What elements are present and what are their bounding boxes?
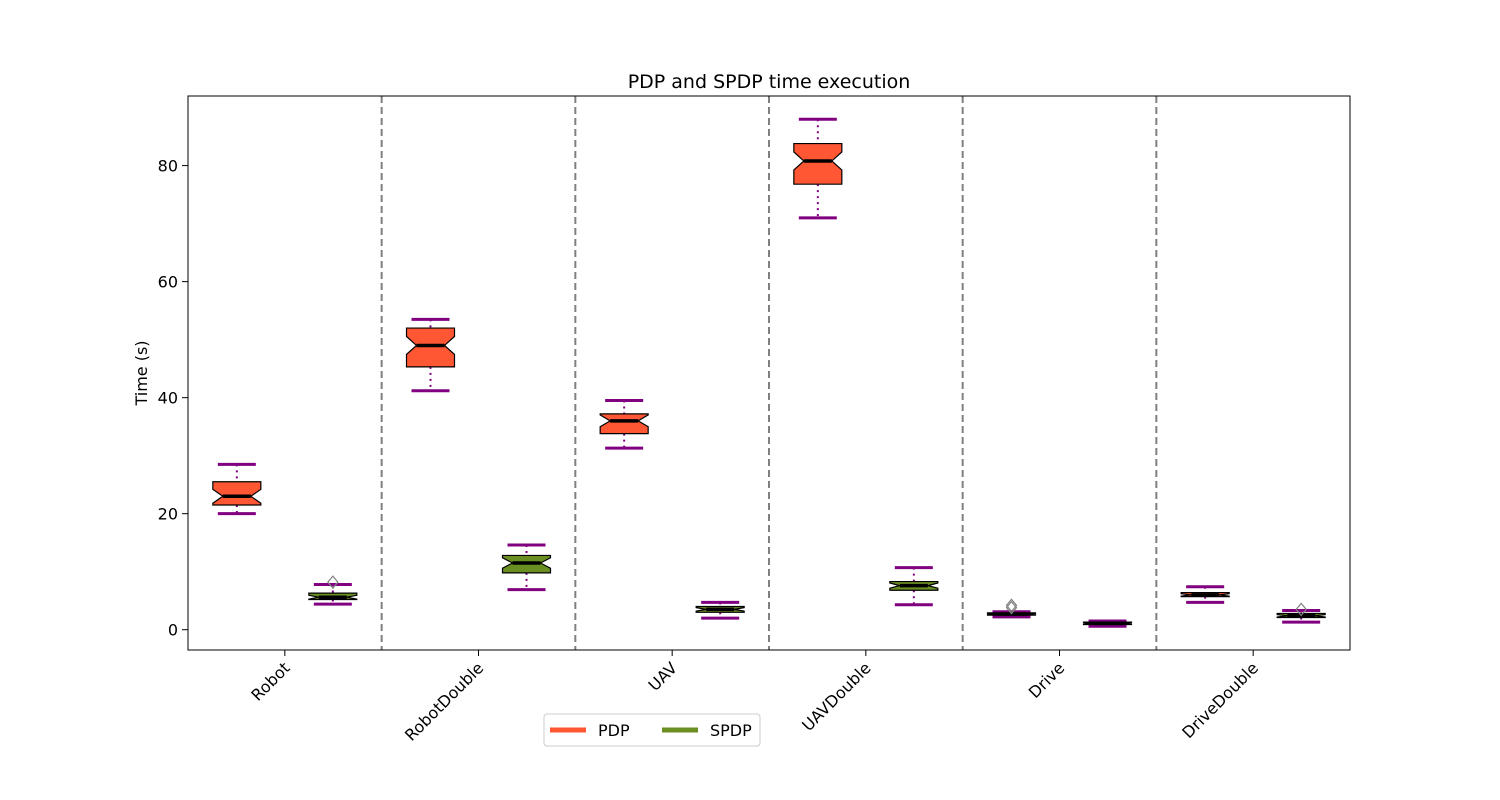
y-tick-label: 40 (158, 389, 178, 408)
x-tick-label: DriveDouble (1178, 658, 1262, 742)
chart-title: PDP and SPDP time execution (628, 71, 911, 93)
y-tick-label: 80 (158, 157, 178, 176)
box-body (793, 142, 843, 185)
x-tick-label: Drive (1025, 658, 1069, 702)
box-body (599, 413, 649, 435)
x-tick-label: UAV (645, 658, 682, 695)
legend-frame (543, 713, 761, 747)
legend-label-pdp: PDP (598, 721, 630, 740)
box-spdp-drivedouble (1276, 602, 1326, 624)
y-tick-label: 60 (158, 273, 178, 292)
outlier-point (1005, 600, 1018, 615)
box-body (405, 327, 456, 368)
y-tick-label: 20 (158, 505, 178, 524)
legend-label-spdp: SPDP (710, 721, 752, 740)
y-axis-label: Time (s) (132, 340, 151, 406)
outlier-point (327, 575, 339, 590)
box-pdp-drivedouble (1180, 585, 1230, 604)
box-pdp-drive (986, 598, 1037, 619)
plot-area-frame (187, 95, 1351, 651)
box-pdp-robotdouble (405, 317, 456, 393)
group-separators (380, 96, 1158, 650)
x-tick-label: RobotDouble (401, 658, 487, 744)
x-tick-label: UAVDouble (798, 658, 875, 735)
outlier-point (1295, 602, 1307, 617)
x-tick-label: Robot (247, 658, 293, 704)
box-spdp-uavdouble (889, 566, 939, 607)
legend: PDP SPDP (543, 713, 761, 747)
box-body (212, 481, 262, 506)
box-spdp-robotdouble (501, 543, 552, 592)
box-spdp-robot (308, 575, 358, 606)
box-pdp-uav (599, 399, 649, 450)
y-tick-label: 0 (168, 621, 178, 640)
box-spdp-drive (1082, 619, 1133, 628)
box-pdp-robot (212, 462, 262, 516)
box-pdp-uavdouble (793, 117, 843, 220)
boxes-layer (212, 117, 1326, 628)
box-spdp-uav (695, 600, 745, 620)
outlier-point (1005, 598, 1018, 613)
y-axis: 0 20 40 60 80 (158, 157, 188, 640)
